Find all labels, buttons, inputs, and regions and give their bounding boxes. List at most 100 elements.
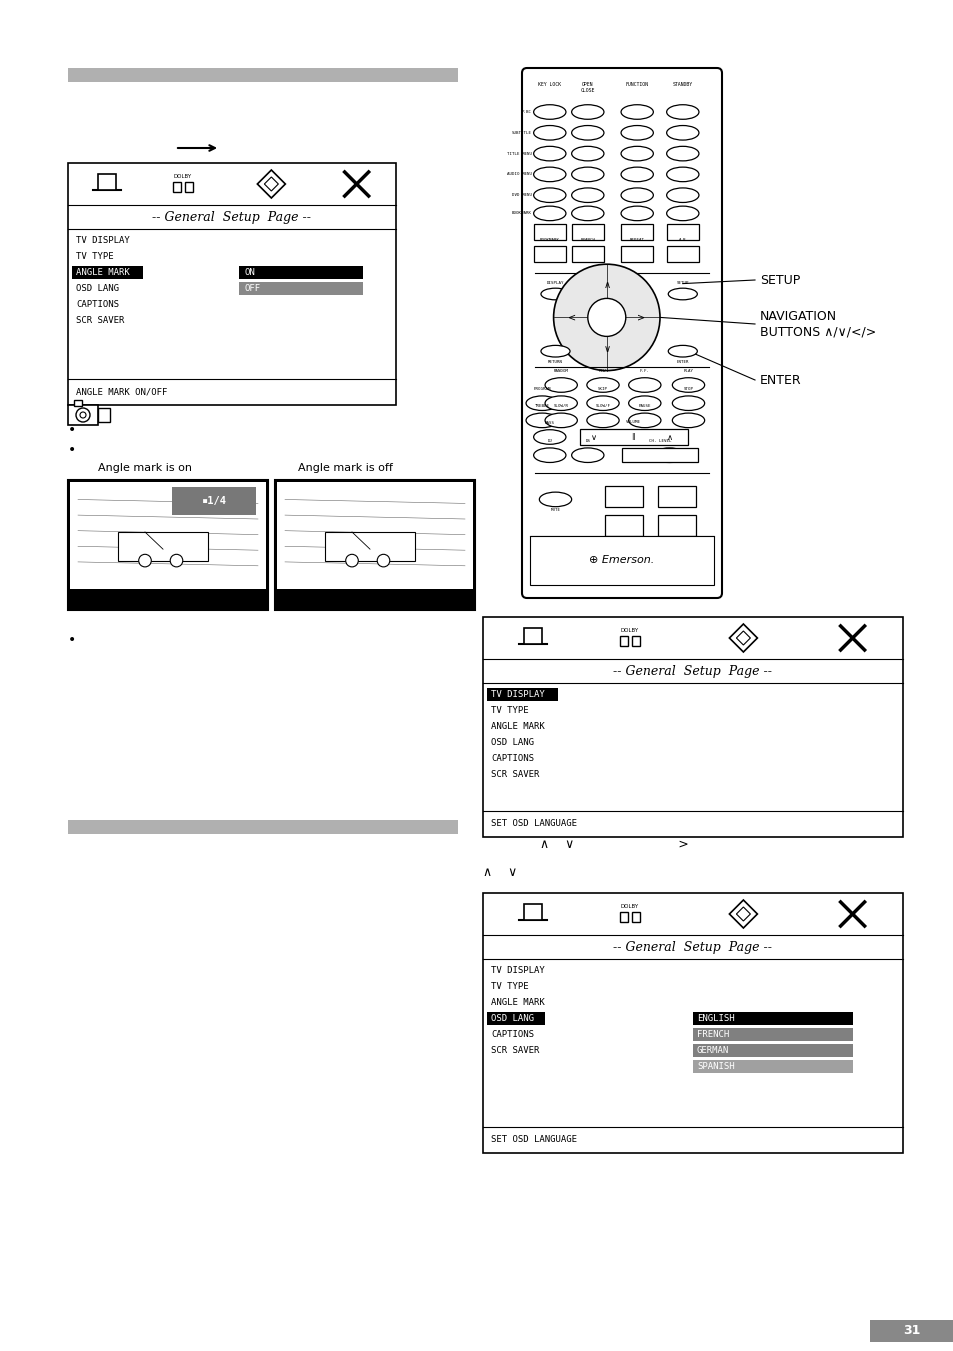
Text: DS: DS [585, 439, 590, 443]
Ellipse shape [586, 396, 618, 411]
Ellipse shape [525, 413, 558, 428]
Text: CLOSE: CLOSE [580, 88, 595, 92]
Text: P.BC: P.BC [521, 109, 531, 113]
Ellipse shape [666, 105, 699, 119]
Text: STANDBY: STANDBY [672, 82, 692, 88]
Text: ON: ON [244, 267, 255, 277]
Text: BOOKMARK: BOOKMARK [511, 211, 531, 215]
Text: REPEAT: REPEAT [629, 238, 644, 242]
Text: -- General  Setup  Page --: -- General Setup Page -- [613, 665, 772, 677]
Bar [172, 182, 181, 192]
Bar [530, 536, 713, 585]
Ellipse shape [666, 207, 699, 220]
Text: DVD MENU: DVD MENU [511, 193, 531, 197]
Bar [238, 282, 363, 295]
Text: OSD LANG: OSD LANG [491, 738, 534, 747]
Bar [68, 405, 98, 426]
Ellipse shape [544, 378, 577, 392]
Ellipse shape [533, 207, 565, 220]
Circle shape [80, 412, 86, 417]
Bar [68, 68, 457, 82]
Polygon shape [264, 177, 278, 190]
Ellipse shape [628, 378, 660, 392]
Text: PLAY: PLAY [682, 369, 693, 373]
Text: CH. LEVEL: CH. LEVEL [648, 439, 671, 443]
Circle shape [376, 554, 390, 567]
Bar [533, 246, 565, 262]
Text: CAPTIONS: CAPTIONS [491, 754, 534, 763]
Text: -- General  Setup  Page --: -- General Setup Page -- [152, 211, 312, 223]
Text: SCR SAVER: SCR SAVER [491, 1046, 538, 1055]
Bar [571, 224, 603, 240]
Bar [98, 408, 110, 422]
Bar [869, 1320, 953, 1342]
Text: TV TYPE: TV TYPE [491, 982, 528, 992]
Bar [604, 515, 642, 536]
Bar [524, 904, 542, 920]
Text: ENTER: ENTER [676, 359, 688, 363]
Ellipse shape [586, 378, 618, 392]
Text: SPANISH: SPANISH [697, 1062, 734, 1071]
Text: ANGLE MARK: ANGLE MARK [491, 998, 544, 1006]
Text: ENTER: ENTER [760, 373, 801, 386]
Text: ▪1/4: ▪1/4 [201, 496, 226, 505]
Ellipse shape [533, 126, 565, 141]
Ellipse shape [525, 396, 558, 411]
Polygon shape [729, 900, 757, 928]
Text: SLOW/F: SLOW/F [595, 404, 610, 408]
Bar [631, 912, 639, 921]
Text: >: > [637, 312, 645, 323]
Text: CAPTIONS: CAPTIONS [491, 1029, 534, 1039]
Text: ⊕ Emerson.: ⊕ Emerson. [589, 555, 654, 565]
Ellipse shape [666, 126, 699, 141]
Bar [620, 246, 653, 262]
Circle shape [587, 299, 625, 336]
Text: A-B: A-B [679, 238, 686, 242]
Ellipse shape [620, 168, 653, 181]
Text: SETUP: SETUP [676, 281, 688, 285]
Bar [604, 486, 642, 507]
Ellipse shape [571, 146, 603, 161]
Text: FUNCTION: FUNCTION [625, 82, 648, 88]
Text: Angle mark is off: Angle mark is off [297, 463, 392, 473]
Bar [68, 163, 395, 405]
Text: ∨: ∨ [602, 345, 610, 354]
Ellipse shape [672, 396, 704, 411]
Text: 31: 31 [902, 1324, 920, 1337]
Text: BASS: BASS [544, 422, 555, 426]
Text: RANDOM: RANDOM [553, 369, 568, 373]
Text: DOLBY: DOLBY [173, 173, 192, 178]
Bar [692, 1028, 852, 1042]
Text: SCR SAVER: SCR SAVER [491, 770, 538, 780]
Circle shape [553, 265, 659, 370]
Text: SET OSD LANGUAGE: SET OSD LANGUAGE [491, 1135, 577, 1144]
Ellipse shape [533, 188, 565, 203]
Bar [325, 532, 415, 561]
Ellipse shape [620, 126, 653, 141]
Ellipse shape [653, 449, 685, 462]
Circle shape [76, 408, 90, 422]
Text: REW: REW [598, 369, 606, 373]
Text: STOP: STOP [682, 388, 693, 390]
Bar [68, 820, 457, 834]
Text: KEY LOCK: KEY LOCK [537, 82, 560, 88]
Ellipse shape [533, 146, 565, 161]
Bar [276, 482, 473, 589]
Text: TV TYPE: TV TYPE [491, 707, 528, 715]
Bar [70, 482, 266, 589]
Ellipse shape [540, 288, 570, 300]
Polygon shape [736, 631, 750, 644]
Bar [71, 266, 143, 280]
Text: TV TYPE: TV TYPE [76, 253, 113, 261]
Text: TV DISPLAY: TV DISPLAY [491, 966, 544, 975]
Ellipse shape [586, 413, 618, 428]
Polygon shape [729, 624, 757, 653]
Text: ||: || [630, 434, 635, 440]
Bar [692, 1061, 852, 1073]
Text: Angle mark is on: Angle mark is on [98, 463, 192, 473]
Bar [621, 449, 698, 462]
Text: ANGLE MARK ON/OFF: ANGLE MARK ON/OFF [76, 388, 167, 396]
Text: RETURN: RETURN [547, 359, 562, 363]
Text: ∨: ∨ [590, 432, 596, 442]
Bar [666, 246, 699, 262]
